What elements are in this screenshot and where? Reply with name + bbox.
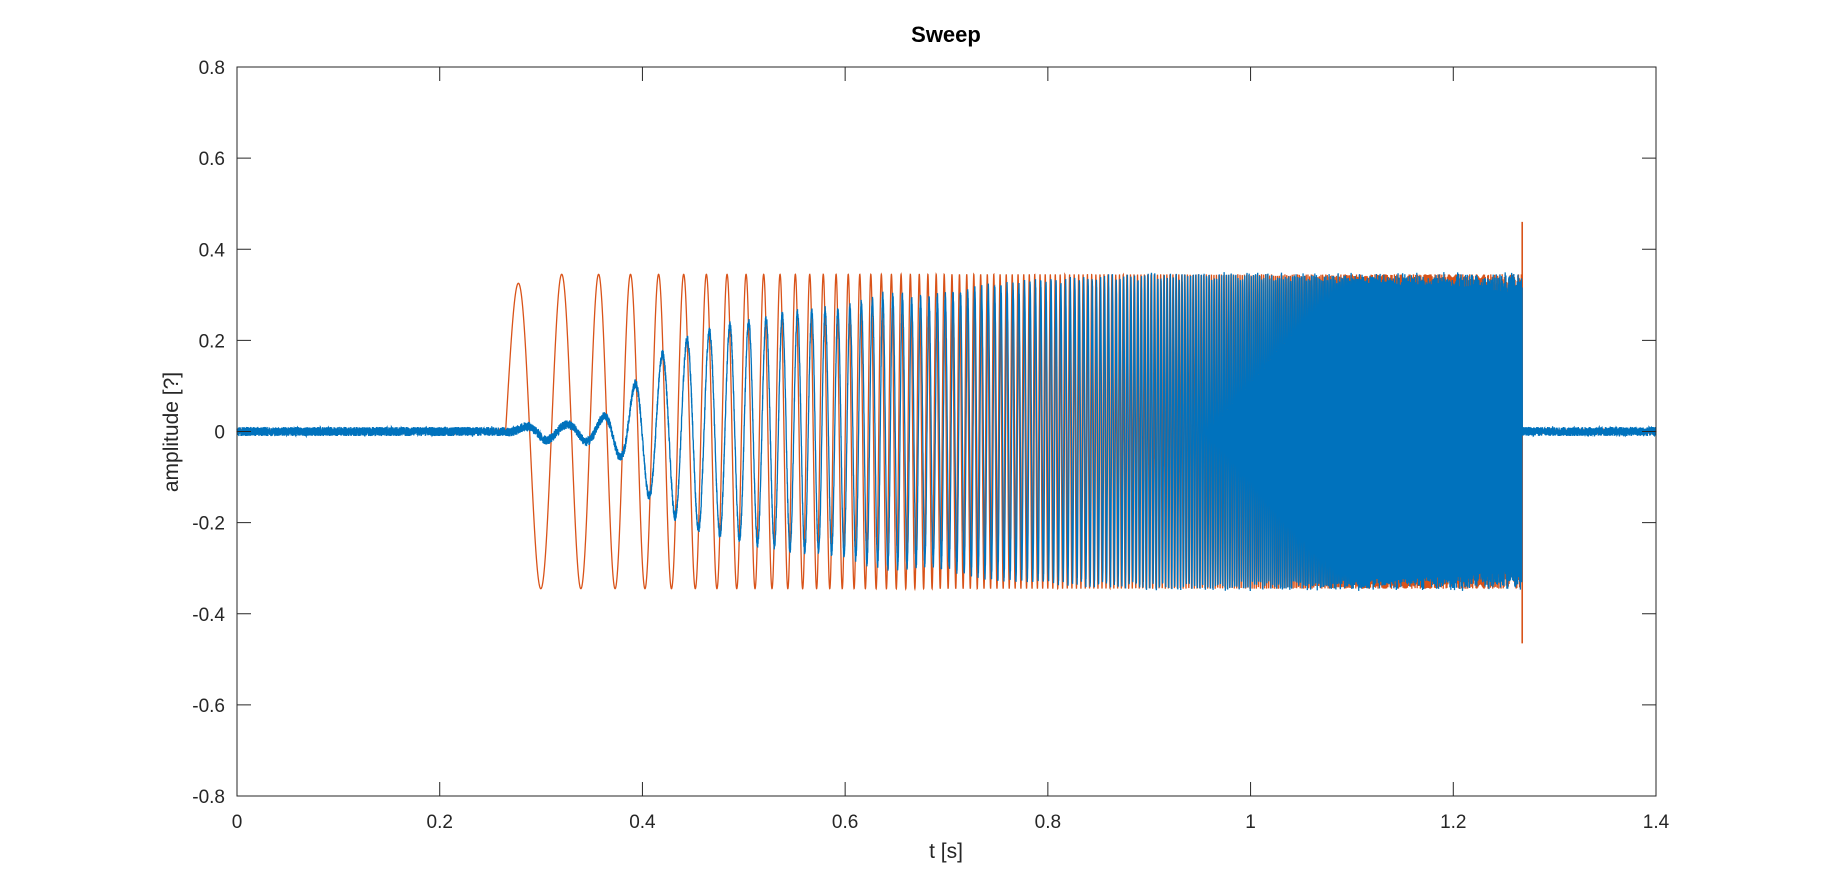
y-tick-label: -0.4 [192, 605, 225, 626]
y-tick-label: 0.2 [199, 331, 225, 352]
chart-title: Sweep [911, 22, 981, 47]
x-axis-label: t [s] [929, 840, 963, 863]
x-tick-label: 0 [232, 812, 243, 833]
y-tick-label: -0.6 [192, 696, 225, 717]
series-layer [236, 221, 1657, 644]
x-tick-label: 0.4 [629, 812, 656, 833]
y-tick-label: -0.8 [192, 787, 225, 808]
series-measured-response-line [236, 272, 1657, 591]
x-tick-label: 1.2 [1440, 812, 1466, 833]
y-tick-label: -0.2 [192, 514, 225, 535]
y-axis-label: amplitude [?] [160, 372, 183, 492]
x-tick-label: 1.4 [1643, 812, 1670, 833]
x-axis: 0 0.2 0.4 0.6 0.8 1 1.2 1.4 [232, 67, 1670, 833]
y-tick-label: 0.4 [199, 240, 226, 261]
y-tick-label: 0.6 [199, 149, 225, 170]
x-tick-label: 1 [1245, 812, 1256, 833]
y-tick-label: 0 [214, 423, 225, 444]
x-tick-label: 0.8 [1035, 812, 1061, 833]
x-tick-label: 0.2 [427, 812, 453, 833]
y-axis: -0.8 -0.6 -0.4 -0.2 0 0.2 0.4 0.6 0.8 [192, 58, 1656, 808]
x-tick-label: 0.6 [832, 812, 858, 833]
y-tick-label: 0.8 [199, 58, 225, 79]
